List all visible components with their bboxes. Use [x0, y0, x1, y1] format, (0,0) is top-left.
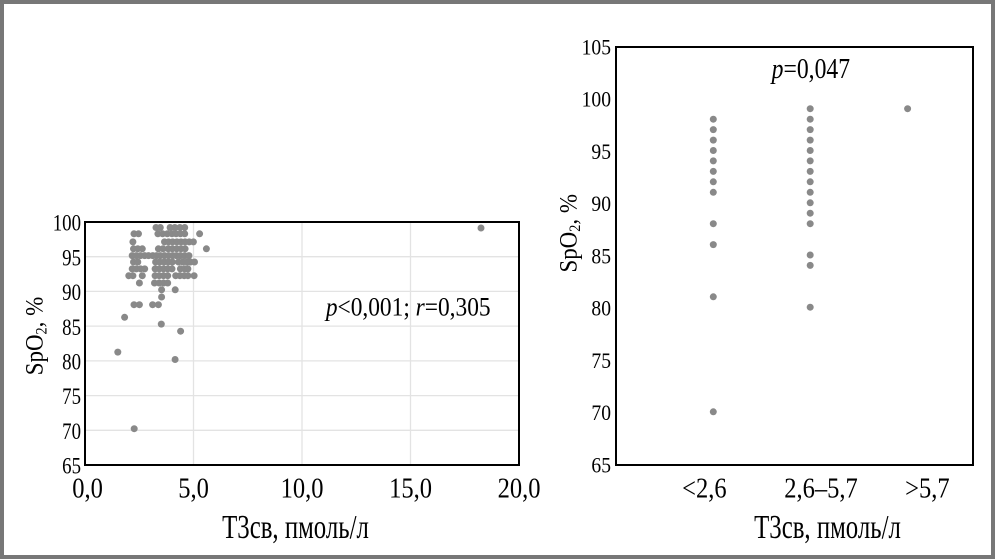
svg-text:20,0: 20,0: [498, 472, 541, 504]
svg-text:90: 90: [62, 279, 81, 305]
svg-text:85: 85: [591, 243, 611, 269]
svg-text:75: 75: [62, 383, 81, 409]
svg-text:p<0,001; r=0,305: p<0,001; r=0,305: [324, 294, 491, 322]
svg-text:100: 100: [53, 210, 81, 236]
svg-text:>5,7: >5,7: [905, 472, 949, 504]
svg-text:80: 80: [62, 349, 81, 375]
svg-text:95: 95: [62, 245, 81, 271]
svg-text:65: 65: [591, 452, 611, 478]
svg-text:SpO2, %: SpO2, %: [21, 297, 51, 375]
svg-text:100: 100: [582, 86, 611, 112]
svg-text:70: 70: [591, 400, 611, 426]
svg-text:75: 75: [591, 348, 611, 374]
svg-text:0,0: 0,0: [72, 472, 103, 504]
svg-text:Т3св, пмоль/л: Т3св, пмоль/л: [754, 508, 901, 546]
svg-text:85: 85: [62, 314, 81, 340]
svg-text:80: 80: [591, 295, 611, 321]
svg-text:95: 95: [591, 139, 611, 165]
svg-text:70: 70: [62, 418, 81, 444]
svg-text:SpO2, %: SpO2, %: [555, 194, 585, 272]
svg-text:5,0: 5,0: [178, 472, 209, 504]
svg-text:2,6–5,7: 2,6–5,7: [784, 472, 857, 504]
svg-text:p=0,047: p=0,047: [770, 53, 850, 84]
svg-text:<2,6: <2,6: [682, 472, 726, 504]
svg-text:15,0: 15,0: [389, 472, 432, 504]
svg-text:90: 90: [591, 191, 611, 217]
svg-text:Т3св, пмоль/л: Т3св, пмоль/л: [222, 508, 369, 546]
svg-text:10,0: 10,0: [281, 472, 324, 504]
svg-text:105: 105: [582, 34, 611, 60]
svg-text:65: 65: [62, 453, 81, 479]
